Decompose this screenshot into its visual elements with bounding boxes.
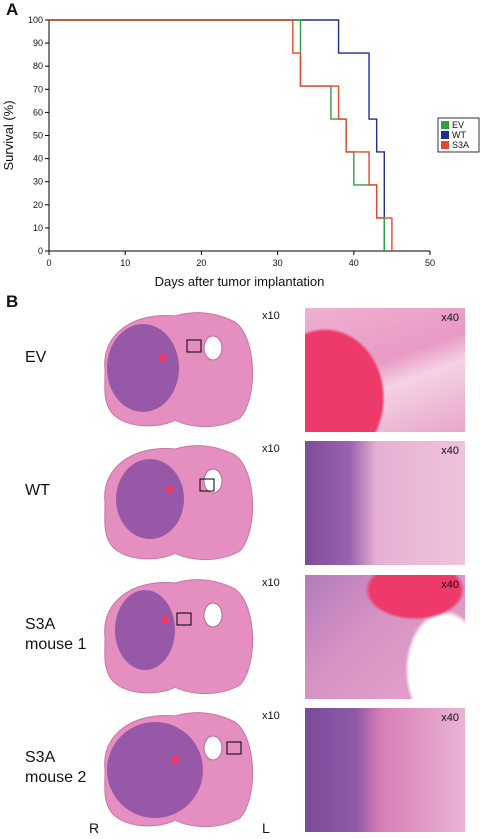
y-tick-label: 10	[33, 223, 43, 233]
x-tick-label: 20	[196, 258, 206, 268]
series-line-ev	[49, 19, 385, 251]
legend-swatch-s3a	[441, 141, 449, 149]
legend-label-ev: EV	[452, 120, 464, 130]
magnification-x40-label: x40	[441, 712, 459, 724]
row-label-line1: EV	[25, 349, 47, 366]
magnification-x40-label: x40	[441, 579, 459, 591]
brain-section-x10	[104, 712, 254, 828]
ventricle-shape	[203, 335, 223, 361]
micrograph-x40: x40	[305, 708, 465, 832]
row-label-line1: WT	[25, 482, 50, 499]
ventricle-shape	[203, 602, 223, 628]
y-tick-label: 40	[33, 154, 43, 164]
row-label-line1: S3A	[25, 616, 56, 633]
micrograph-x40: x40	[305, 441, 465, 565]
micrograph-x40: x40	[305, 575, 465, 699]
y-tick-label: 100	[28, 15, 43, 25]
legend-label-s3a: S3A	[452, 140, 469, 150]
x-axis-label: Days after tumor implantation	[155, 274, 325, 289]
x-tick-label: 10	[120, 258, 130, 268]
x-tick-label: 0	[46, 258, 51, 268]
y-tick-label: 30	[33, 177, 43, 187]
row-label: S3A mouse 2	[25, 748, 86, 788]
tumor-mass-shape	[116, 459, 184, 539]
magnification-x10-label: x10	[262, 710, 280, 722]
row-label-line1: S3A	[25, 749, 56, 766]
y-tick-label: 50	[33, 131, 43, 141]
legend-swatch-ev	[441, 121, 449, 129]
row-label-line2: mouse 2	[25, 769, 87, 786]
brain-section-x10	[104, 579, 254, 695]
magnification-x10-label: x10	[262, 443, 280, 455]
ventricle-shape	[203, 468, 223, 494]
tumor-mass-shape	[115, 590, 175, 670]
y-tick-label: 60	[33, 107, 43, 117]
hemorrhage-spot	[161, 616, 169, 624]
panel-a-letter: A	[6, 0, 19, 19]
row-label: EV	[25, 348, 46, 368]
x-tick-label: 30	[273, 258, 283, 268]
hemorrhage-spot	[159, 354, 167, 362]
tumor-mass-shape	[107, 324, 179, 412]
magnification-x10-label: x10	[262, 310, 280, 322]
micrograph-x40: x40	[305, 308, 465, 432]
series-line-s3a	[49, 19, 393, 251]
row-label-line2: mouse 1	[25, 636, 87, 653]
panel-b-letter: B	[6, 292, 19, 311]
y-tick-label: 70	[33, 84, 43, 94]
hemorrhage-spot	[171, 756, 179, 764]
y-axis-label: Survival (%)	[1, 100, 16, 170]
row-label: S3A mouse 1	[25, 615, 86, 655]
inset-region-box	[176, 612, 192, 626]
y-tick-label: 80	[33, 61, 43, 71]
series-line-wt	[49, 19, 385, 251]
legend-swatch-wt	[441, 131, 449, 139]
survival-chart: 0 10 20 30 40 50 60 70 80 90 100 0 10 20 30 40 50 Days af…	[1, 15, 480, 289]
row-label: WT	[25, 481, 50, 501]
magnification-x10-label: x10	[262, 577, 280, 589]
orientation-left-hemisphere-label: L	[262, 820, 270, 836]
magnification-x40-label: x40	[441, 312, 459, 324]
y-tick-label: 90	[33, 38, 43, 48]
ventricle-shape	[203, 735, 223, 761]
inset-region-box	[199, 478, 215, 492]
hemorrhage-spot	[166, 485, 174, 493]
magnification-x40-label: x40	[441, 445, 459, 457]
inset-region-box	[226, 741, 242, 755]
y-tick-label: 20	[33, 200, 43, 210]
brain-section-x10	[104, 445, 254, 561]
legend-label-wt: WT	[452, 130, 466, 140]
x-tick-label: 50	[425, 258, 435, 268]
y-tick-label: 0	[38, 246, 43, 256]
tumor-mass-shape	[107, 722, 203, 818]
orientation-right-hemisphere-label: R	[89, 820, 100, 836]
inset-region-box	[186, 339, 202, 353]
x-tick-label: 40	[349, 258, 359, 268]
brain-section-x10	[104, 312, 254, 428]
